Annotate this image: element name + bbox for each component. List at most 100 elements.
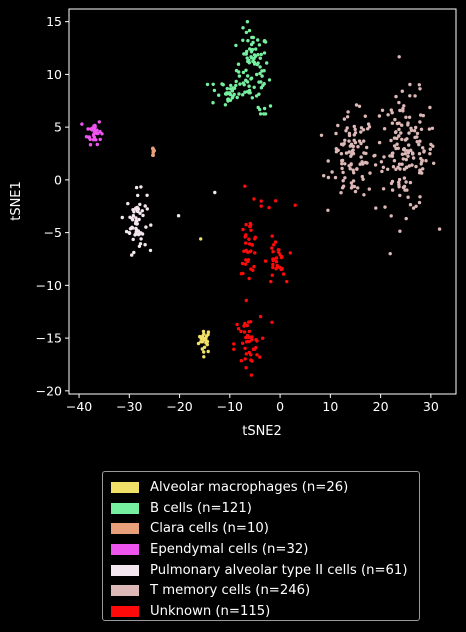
- data-point: [238, 82, 242, 86]
- data-point: [347, 150, 351, 154]
- data-point: [403, 138, 408, 142]
- data-point: [293, 203, 297, 207]
- data-point: [352, 133, 356, 137]
- data-point: [407, 131, 411, 135]
- data-point: [400, 123, 404, 127]
- legend-item: Alveolar macrophages (n=26): [111, 477, 411, 498]
- data-point: [254, 47, 258, 51]
- data-point: [404, 216, 408, 221]
- data-point: [401, 109, 405, 113]
- data-point: [273, 240, 278, 244]
- data-point: [428, 147, 432, 151]
- data-point: [134, 216, 138, 220]
- data-point: [275, 264, 279, 268]
- data-point: [421, 113, 425, 118]
- data-point: [360, 174, 364, 179]
- data-point: [273, 199, 278, 203]
- data-point: [235, 322, 239, 327]
- data-point: [388, 252, 392, 256]
- data-point: [400, 137, 404, 142]
- data-point: [346, 110, 350, 114]
- data-point: [351, 179, 356, 183]
- data-point: [359, 130, 363, 134]
- data-point: [211, 101, 215, 105]
- data-point: [258, 107, 262, 112]
- data-point: [365, 145, 369, 150]
- data-point: [349, 154, 353, 158]
- data-point: [234, 43, 238, 48]
- data-point: [397, 121, 401, 125]
- data-point: [277, 250, 281, 254]
- data-point: [84, 135, 89, 139]
- data-point: [353, 140, 358, 145]
- data-point: [256, 61, 260, 65]
- data-point: [418, 195, 422, 199]
- data-point: [351, 148, 355, 152]
- data-point: [341, 179, 345, 183]
- data-point: [263, 259, 268, 263]
- data-point: [274, 260, 279, 264]
- data-point: [397, 162, 402, 166]
- data-point: [363, 114, 367, 118]
- data-point: [91, 138, 96, 142]
- data-point: [420, 171, 424, 175]
- data-point: [432, 161, 436, 165]
- data-point: [260, 74, 264, 78]
- data-point: [400, 152, 405, 156]
- legend-label: T memory cells (n=246): [150, 583, 311, 599]
- data-point: [388, 154, 392, 158]
- data-point: [285, 279, 289, 284]
- data-point: [288, 251, 292, 255]
- data-point: [88, 143, 93, 147]
- data-point: [205, 342, 209, 347]
- data-point: [260, 69, 264, 73]
- x-tick-label: −30: [116, 399, 142, 414]
- data-point: [414, 125, 418, 130]
- data-point: [246, 258, 251, 262]
- data-point: [406, 195, 410, 199]
- legend-label: Pulmonary alveolar type II cells (n=61): [150, 562, 408, 578]
- data-point: [244, 68, 248, 73]
- data-point: [415, 135, 419, 139]
- data-point: [409, 126, 413, 130]
- data-point: [243, 346, 247, 350]
- data-point: [130, 225, 134, 229]
- data-point: [204, 339, 208, 343]
- data-point: [390, 111, 394, 115]
- data-point: [281, 272, 286, 276]
- data-point: [127, 231, 132, 235]
- data-point: [395, 142, 399, 146]
- data-point: [140, 209, 144, 213]
- data-point: [249, 358, 253, 362]
- data-point: [228, 87, 233, 91]
- data-point: [415, 140, 419, 144]
- data-point: [241, 26, 245, 30]
- y-axis-ticks: −20 −15 −10 −5 0 5 10 15: [36, 14, 69, 398]
- data-point: [256, 38, 260, 42]
- data-point: [252, 197, 256, 201]
- data-point: [241, 70, 246, 75]
- data-point: [232, 342, 236, 346]
- data-point: [200, 340, 205, 344]
- data-point: [120, 215, 125, 220]
- data-point: [278, 265, 282, 270]
- data-point: [344, 151, 349, 155]
- data-point: [377, 140, 382, 145]
- data-point: [258, 71, 262, 76]
- legend-item: Ependymal cells (n=32): [111, 539, 411, 560]
- data-point: [249, 320, 253, 324]
- data-point: [241, 81, 245, 85]
- data-point: [130, 218, 135, 222]
- data-point: [359, 126, 364, 130]
- data-point: [347, 133, 352, 138]
- data-point: [403, 152, 408, 156]
- data-point: [398, 193, 402, 198]
- data-point: [402, 184, 407, 189]
- data-point: [404, 165, 409, 169]
- data-point: [234, 83, 238, 88]
- data-point: [254, 94, 259, 98]
- legend-swatch: [111, 502, 139, 514]
- data-point: [250, 338, 254, 342]
- data-point: [349, 181, 354, 185]
- data-point: [412, 129, 417, 133]
